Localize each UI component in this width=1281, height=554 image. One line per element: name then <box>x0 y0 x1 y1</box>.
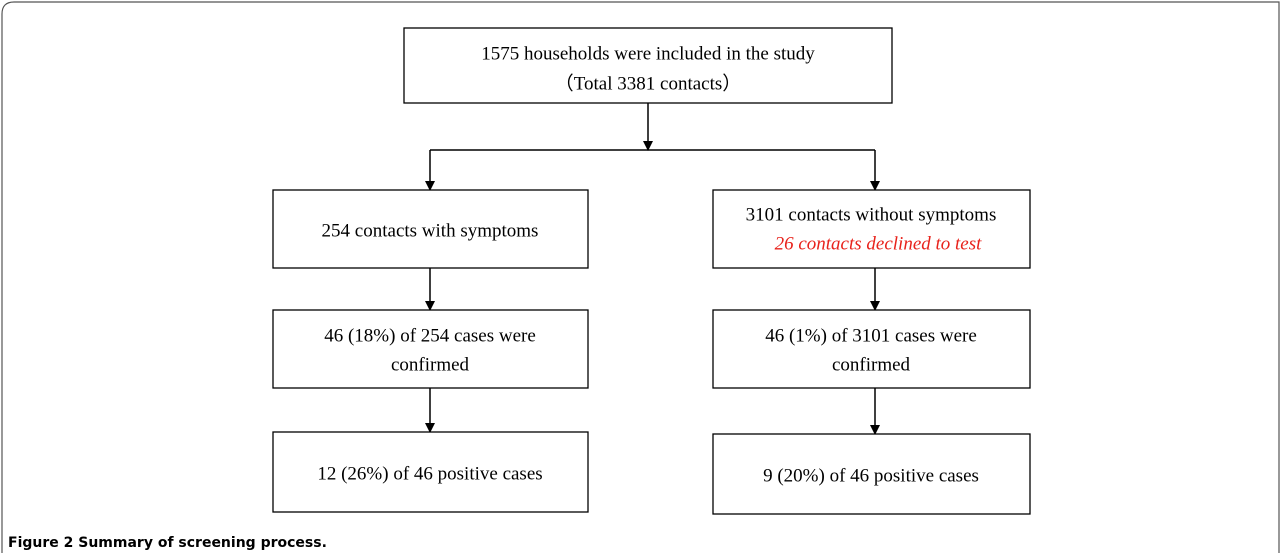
node-box <box>712 309 1031 389</box>
node-note: 26 contacts declined to test <box>775 233 983 254</box>
node-text: （Total 3381 contacts） <box>555 72 742 94</box>
node-box <box>272 431 589 513</box>
node-text: confirmed <box>832 354 911 375</box>
node-box <box>712 189 1031 269</box>
node-text: 3101 contacts without symptoms <box>746 204 997 225</box>
node-text: 1575 households were included in the stu… <box>481 43 815 64</box>
node-text: 46 (18%) of 254 cases were <box>324 325 536 346</box>
caption-label: Figure 2 <box>8 535 73 551</box>
node-text: 46 (1%) of 3101 cases were <box>765 325 977 346</box>
node-text: 12 (26%) of 46 positive cases <box>317 463 542 484</box>
node-box <box>272 309 589 389</box>
node-text: 9 (20%) of 46 positive cases <box>763 465 979 486</box>
node-text: confirmed <box>391 354 470 375</box>
node-box <box>712 433 1031 515</box>
caption: Figure 2 Summary of screening process. <box>8 535 327 551</box>
node-text: 254 contacts with symptoms <box>322 220 539 241</box>
caption-text: Summary of screening process. <box>78 535 327 551</box>
